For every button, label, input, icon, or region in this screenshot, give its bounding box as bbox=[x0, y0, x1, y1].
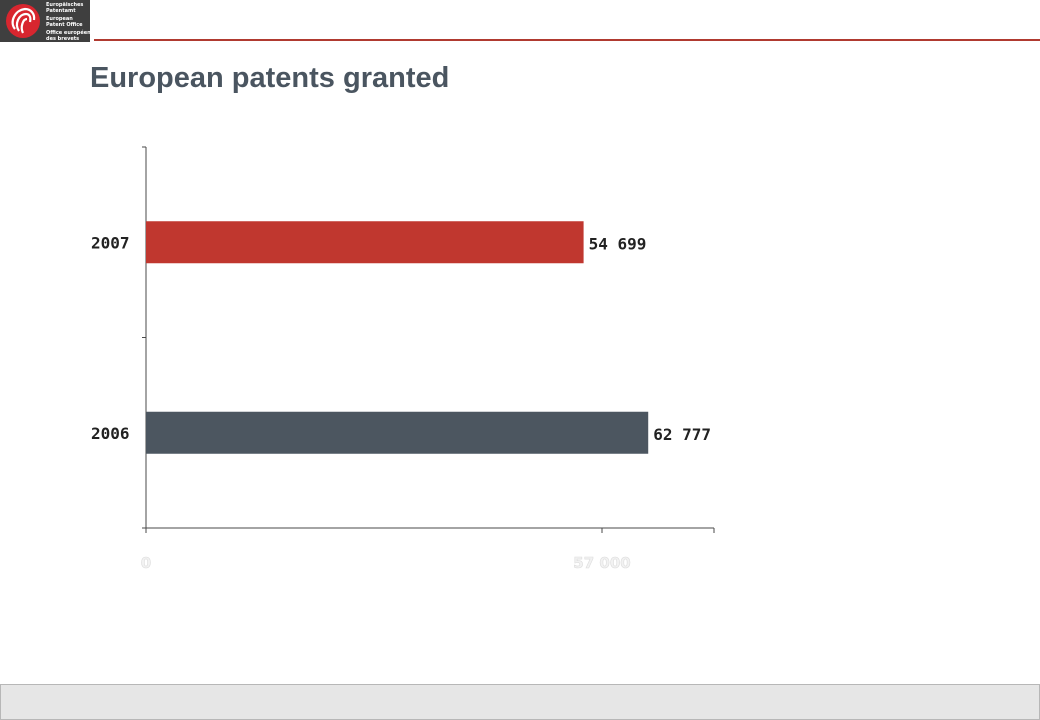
logo-line: Patent Office bbox=[46, 21, 83, 28]
x-tick-label: 57 000 bbox=[573, 554, 630, 572]
epo-logo: Europäisches Patentamt European Patent O… bbox=[0, 0, 91, 42]
x-tick-label: 0 bbox=[141, 554, 151, 572]
logo-line: Office européen bbox=[46, 30, 91, 36]
page-title: European patents granted bbox=[90, 62, 450, 94]
bar-2007 bbox=[146, 221, 584, 264]
category-label: 2006 bbox=[91, 424, 130, 443]
category-label: 2007 bbox=[91, 233, 130, 252]
epo-logo-mark-icon bbox=[6, 4, 40, 38]
value-label: 54 699 bbox=[589, 234, 647, 253]
logo-line: des brevets bbox=[46, 35, 80, 42]
value-label: 62 777 bbox=[653, 425, 711, 444]
bar-2006 bbox=[146, 411, 649, 454]
epo-logo-text: Europäisches Patentamt European Patent O… bbox=[46, 2, 91, 42]
footer-bar bbox=[0, 684, 1040, 720]
logo-line: Patentamt bbox=[46, 7, 76, 14]
logo-line: Europäisches bbox=[46, 2, 84, 8]
header-divider bbox=[94, 39, 1040, 41]
logo-line: European bbox=[46, 16, 73, 22]
